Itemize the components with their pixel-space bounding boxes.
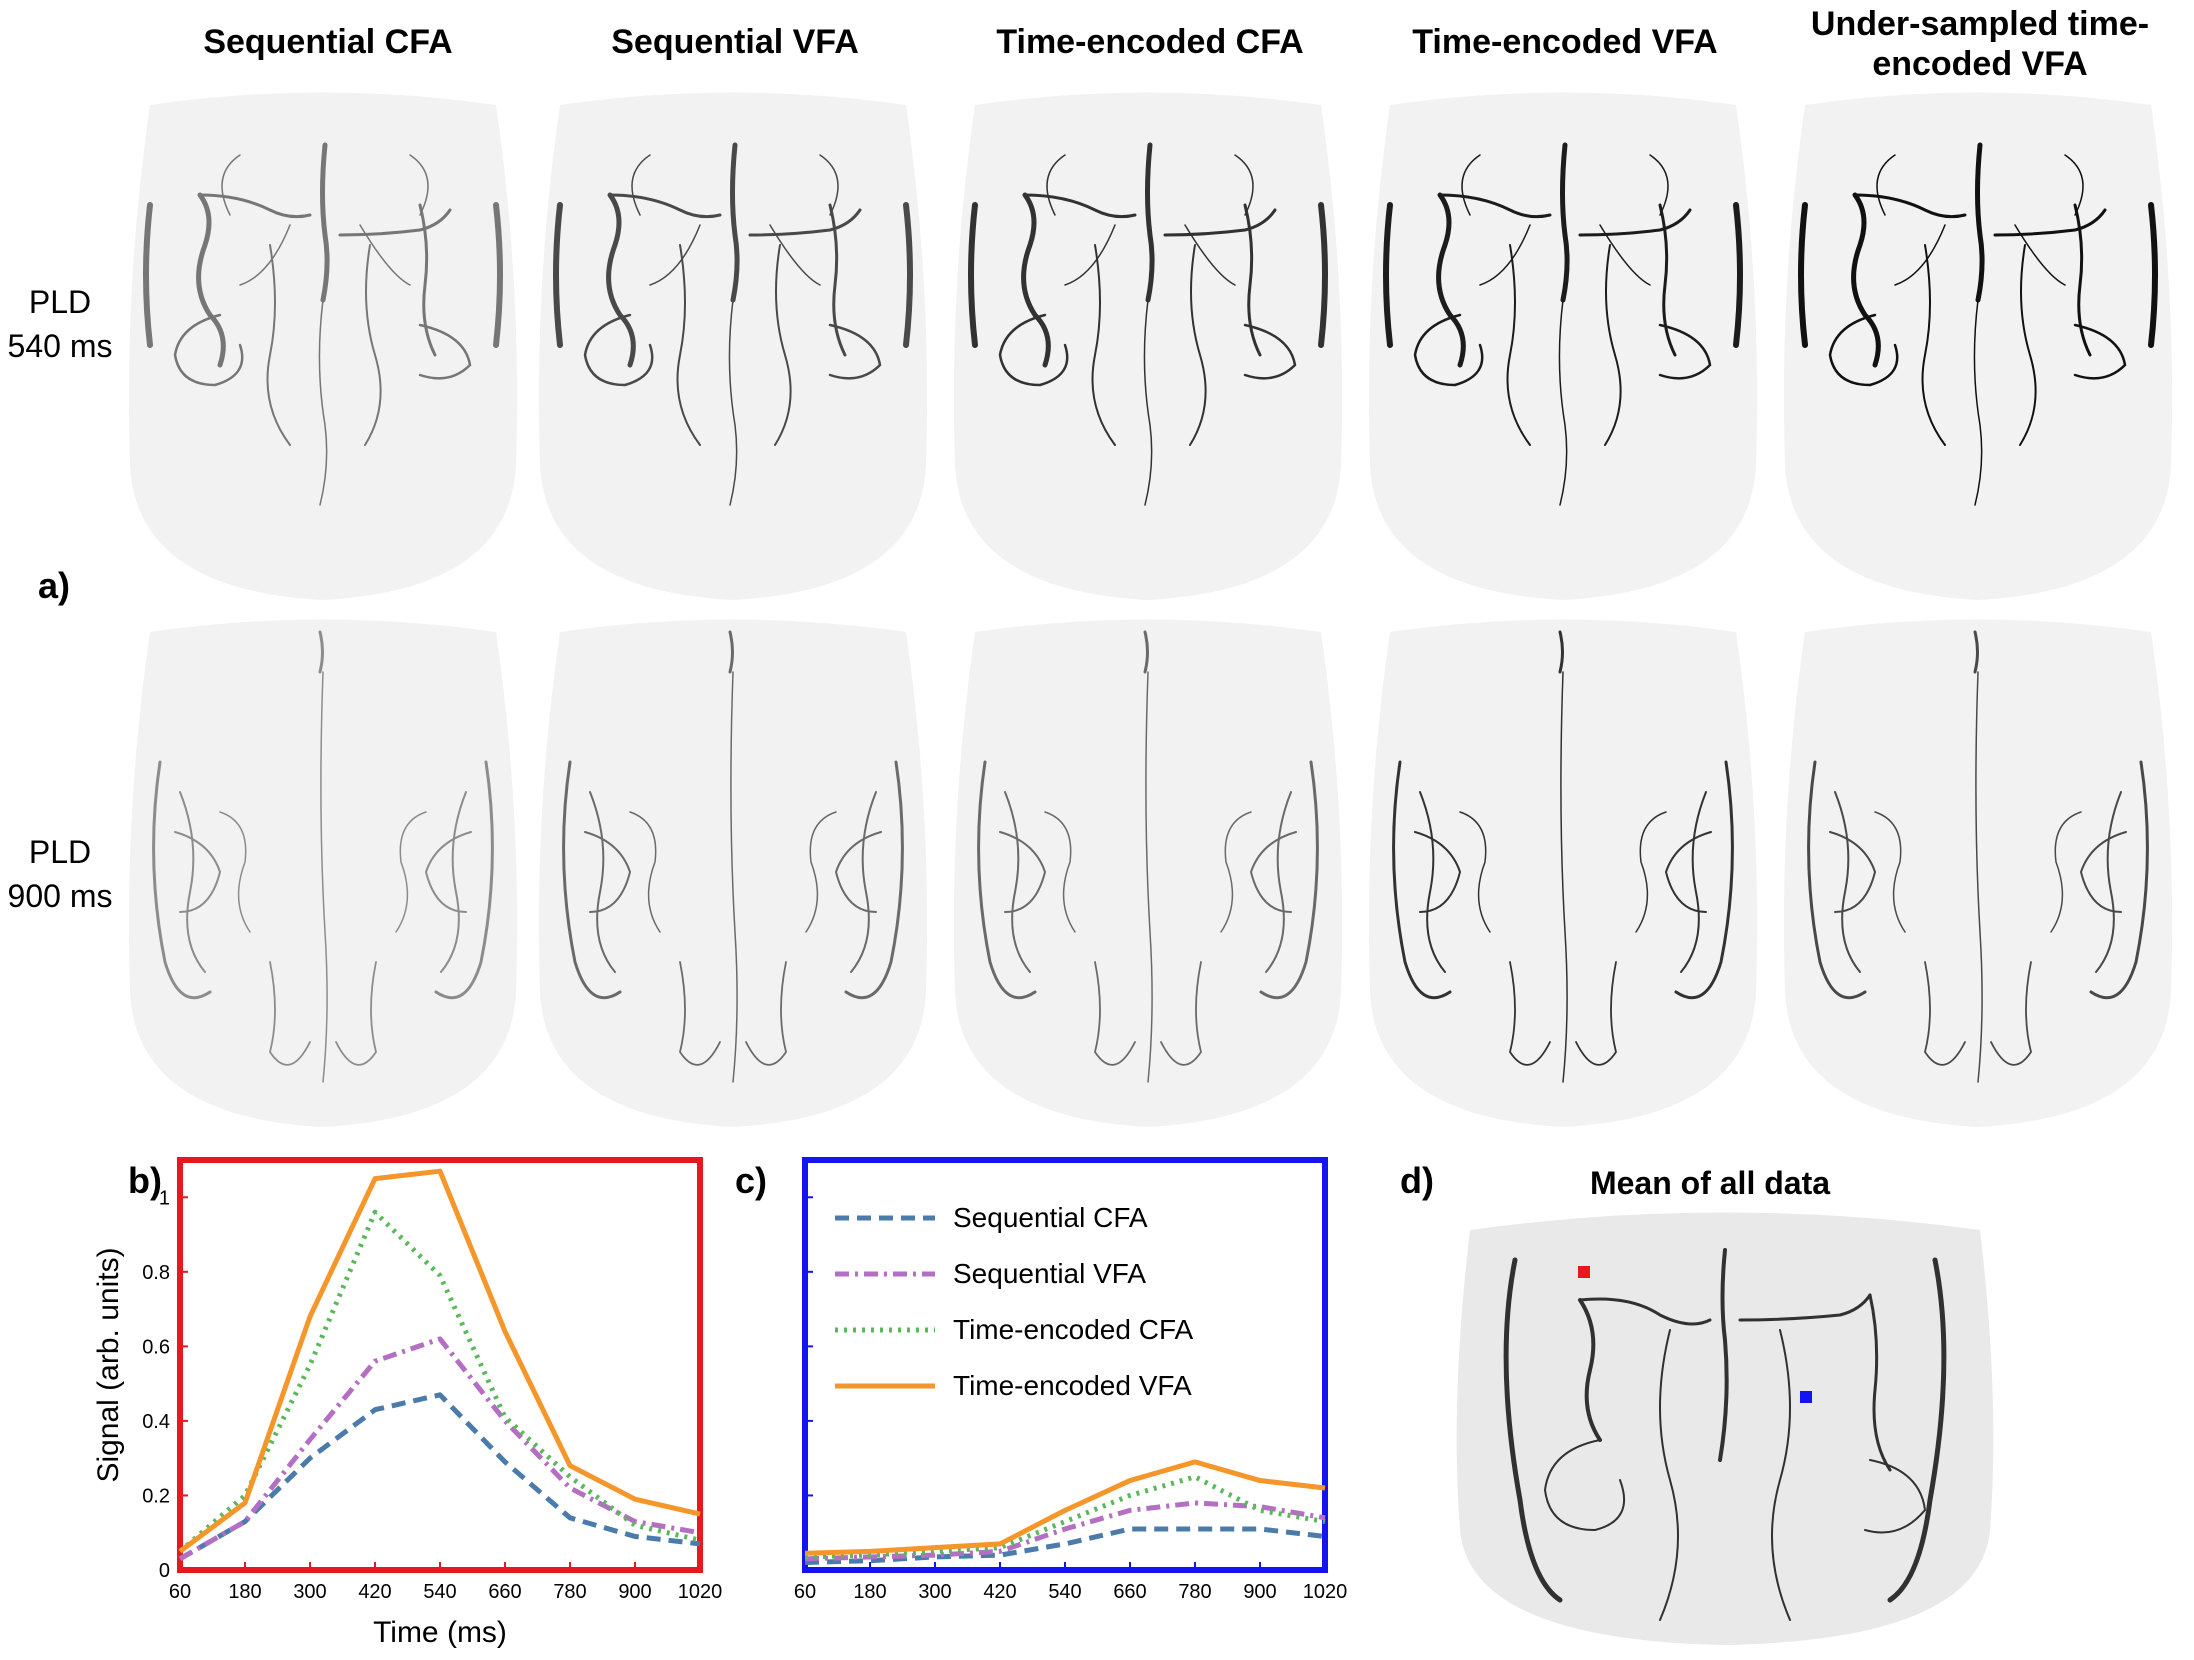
plot-b-ytick-label: 0.4 xyxy=(142,1411,170,1433)
column-title-sequential-cfa: Sequential CFA xyxy=(203,23,453,61)
angiogram-sequential-vfa-row2 xyxy=(530,612,936,1132)
column-title-time-encoded-vfa: Time-encoded VFA xyxy=(1412,23,1718,61)
panel-label-d: d) xyxy=(1400,1160,1434,1201)
plot-b-ytick-label: 0.6 xyxy=(142,1336,170,1358)
angiogram-time-encoded-vfa-row2 xyxy=(1360,612,1766,1132)
plot-c-series-2 xyxy=(804,1500,1326,1562)
mean-angiogram-image xyxy=(1450,1200,2000,1645)
plot-b-xtick-label: 900 xyxy=(618,1581,651,1603)
angiogram-time-encoded-cfa-row1 xyxy=(945,85,1351,605)
plot-c-xtick-label: 900 xyxy=(1243,1581,1276,1603)
plot-b-series-3 xyxy=(178,1209,701,1554)
row-label-pld-900-line1: PLD xyxy=(28,834,92,870)
plot-c-legend-label-3: Time-encoded CFA xyxy=(953,1314,1193,1345)
plot-c-xtick-label: 300 xyxy=(918,1581,951,1603)
signal-plot-c: 60 180 300 420 540 660 780 900 1020 Sequential CF… xyxy=(785,1150,1348,1660)
row-label-pld-540-line2: 540 ms xyxy=(7,328,113,364)
plot-b-xtick-label: 180 xyxy=(228,1581,261,1603)
plot-c-xtick-label: 660 xyxy=(1113,1581,1146,1603)
angiogram-sequential-cfa-row1 xyxy=(120,85,526,605)
plot-b-series-2 xyxy=(178,1336,701,1561)
plot-b-xlabel: Time (ms) xyxy=(373,1616,507,1649)
mean-image-title: Mean of all data xyxy=(1589,1165,1831,1201)
plot-b-xtick-label: 300 xyxy=(293,1581,326,1603)
panel-label-b: b) xyxy=(128,1160,162,1201)
angiogram-time-encoded-vfa-row1 xyxy=(1360,85,1766,605)
plot-b-xtick-label: 780 xyxy=(553,1581,586,1603)
signal-plot-b: 60 180 300 420 540 660 780 900 1020 0 0.2 0.4 0.6 0.8… xyxy=(92,1150,723,1660)
angiogram-sequential-cfa-row2 xyxy=(120,612,526,1132)
plot-b-xtick-label: 1020 xyxy=(678,1581,723,1603)
plot-c-series-4 xyxy=(804,1459,1326,1556)
plot-c-xtick-label: 60 xyxy=(794,1581,816,1603)
plot-c-series-3 xyxy=(804,1474,1326,1560)
angiogram-sequential-vfa-row1 xyxy=(530,85,936,605)
row-label-pld-900-line2: 900 ms xyxy=(7,878,113,914)
column-title-undersampled-vfa: Under-sampled time-encoded VFA xyxy=(1810,5,2150,83)
plot-c-legend-label-4: Time-encoded VFA xyxy=(953,1370,1192,1401)
plot-c-xtick-label: 540 xyxy=(1048,1581,1081,1603)
column-title-sequential-vfa: Sequential VFA xyxy=(611,23,859,61)
plot-c-xtick-label: 420 xyxy=(983,1581,1016,1603)
roi-marker-red xyxy=(1578,1266,1590,1278)
plot-c-legend-label-1: Sequential CFA xyxy=(953,1202,1148,1233)
plot-b-ylabel: Signal (arb. units) xyxy=(92,1247,125,1482)
angiogram-undersampled-vfa-row1 xyxy=(1775,85,2181,605)
plot-b-xtick-label: 660 xyxy=(488,1581,521,1603)
plot-c-xtick-label: 1020 xyxy=(1303,1581,1348,1603)
panel-label-c: c) xyxy=(735,1160,768,1201)
row-label-pld-900: PLD 900 ms xyxy=(0,830,120,918)
row-label-pld-540: PLD 540 ms xyxy=(0,280,120,368)
plot-b-xtick-label: 60 xyxy=(169,1581,191,1603)
plot-b-xtick-label: 540 xyxy=(423,1581,456,1603)
plot-b-ytick-label: 0.8 xyxy=(142,1262,170,1284)
plot-b-frame xyxy=(177,1157,703,1573)
plot-b-xtick-label: 420 xyxy=(358,1581,391,1603)
plot-c-legend-label-2: Sequential VFA xyxy=(953,1258,1146,1289)
panel-label-a: a) xyxy=(38,565,71,606)
row-label-pld-540-line1: PLD xyxy=(28,284,92,320)
angiogram-time-encoded-cfa-row2 xyxy=(945,612,1351,1132)
plot-b-series-4 xyxy=(178,1168,701,1554)
plot-c-xtick-label: 180 xyxy=(853,1581,886,1603)
plot-b-ytick-label: 0.2 xyxy=(142,1485,170,1507)
angiogram-undersampled-vfa-row2 xyxy=(1775,612,2181,1132)
plot-b-ytick-label: 1 xyxy=(159,1187,170,1209)
column-title-time-encoded-cfa: Time-encoded CFA xyxy=(996,23,1304,61)
roi-marker-blue xyxy=(1800,1391,1812,1403)
plot-c-xtick-label: 780 xyxy=(1178,1581,1211,1603)
plot-b-series-1 xyxy=(178,1392,701,1561)
plot-b-ytick-label: 0 xyxy=(159,1560,170,1582)
